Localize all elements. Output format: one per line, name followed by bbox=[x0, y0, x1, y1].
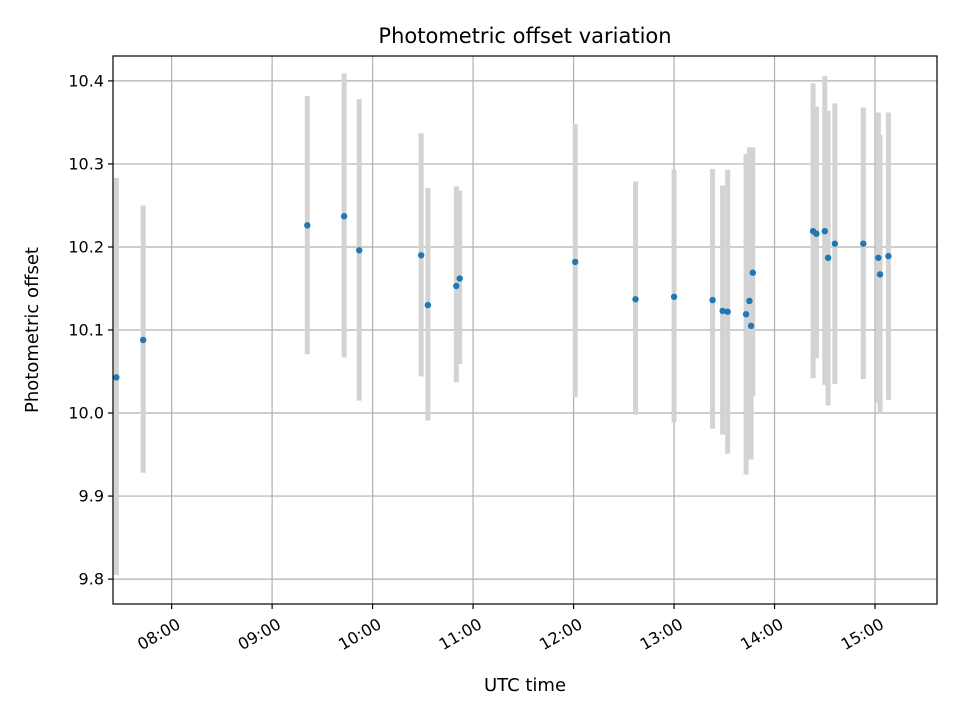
data-point bbox=[632, 296, 639, 303]
data-point bbox=[742, 311, 750, 318]
data-point bbox=[719, 307, 726, 315]
y-tick-label: 9.9 bbox=[79, 487, 104, 506]
grid bbox=[113, 56, 937, 604]
y-tick-label: 10.1 bbox=[68, 321, 104, 340]
data-point bbox=[831, 240, 839, 247]
data-point bbox=[355, 247, 363, 254]
data-point bbox=[456, 275, 463, 282]
y-tick-label: 10.4 bbox=[68, 71, 104, 90]
data-point bbox=[417, 252, 425, 259]
data-point bbox=[875, 254, 882, 261]
data-point bbox=[724, 308, 731, 315]
data-point bbox=[709, 296, 716, 304]
y-axis-title: Photometric offset bbox=[22, 247, 43, 413]
data-points bbox=[113, 213, 892, 381]
data-point bbox=[821, 227, 828, 235]
data-point bbox=[824, 254, 832, 261]
data-point bbox=[885, 252, 892, 260]
data-point bbox=[572, 258, 579, 266]
data-point bbox=[424, 301, 432, 309]
data-point bbox=[876, 271, 884, 278]
y-tick-label: 9.8 bbox=[79, 570, 104, 589]
data-point bbox=[860, 240, 867, 247]
data-point bbox=[453, 282, 460, 290]
data-point bbox=[113, 374, 120, 381]
y-tick-label: 10.2 bbox=[68, 237, 104, 256]
y-tick-label: 10.3 bbox=[68, 154, 104, 173]
y-axis-ticks: 9.8 9.9 10.0 10.1 10.2 10.3 10.4 bbox=[68, 71, 113, 589]
data-point bbox=[139, 336, 147, 344]
data-point bbox=[749, 269, 756, 276]
data-point bbox=[670, 293, 678, 300]
data-point bbox=[304, 222, 311, 229]
data-point bbox=[813, 230, 820, 237]
x-axis-title: UTC time bbox=[484, 675, 566, 696]
data-point bbox=[747, 322, 755, 330]
chart-title: Photometric offset variation bbox=[378, 24, 671, 48]
data-point bbox=[746, 297, 753, 305]
y-tick-label: 10.0 bbox=[68, 404, 104, 423]
data-point bbox=[340, 213, 348, 220]
